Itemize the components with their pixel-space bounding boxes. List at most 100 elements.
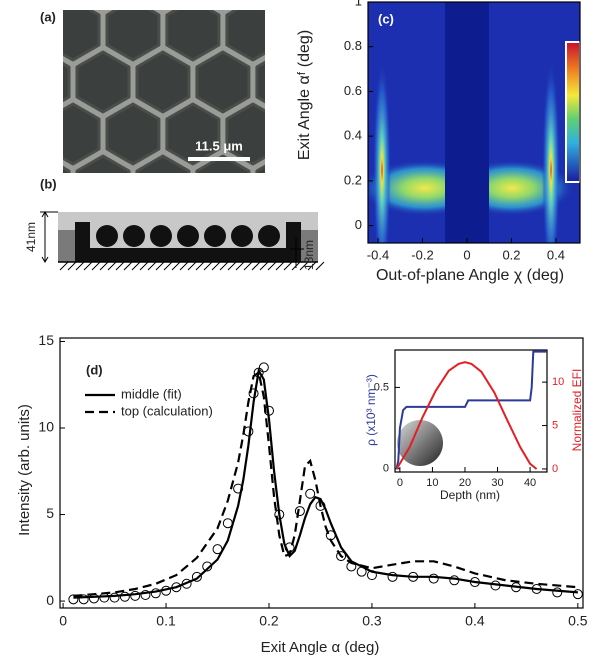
hatch-line [203, 261, 213, 271]
hatch-line [115, 261, 125, 271]
hex-cell [165, 102, 221, 166]
x-tick-label: 0 [59, 613, 67, 629]
hex-cell [0, 0, 39, 60]
data-point [490, 580, 501, 591]
streak [373, 60, 391, 243]
x-tick-label: 0 [463, 247, 470, 262]
y-tick-label: 0.2 [344, 172, 362, 187]
data-point [552, 587, 563, 598]
hatch-line [107, 261, 117, 271]
x-tick-label: 0.2 [259, 613, 279, 629]
data-point [253, 367, 264, 378]
data-point [233, 483, 244, 494]
hex-cell [257, 0, 309, 8]
particle [204, 225, 226, 247]
hatch-line [275, 261, 285, 271]
data-point [511, 582, 522, 593]
hex-cell [255, 60, 265, 104]
y-tick-label: 0 [383, 463, 389, 475]
x-tick-label: 0.1 [156, 613, 176, 629]
hex-cell [135, 154, 191, 173]
x-tick-label: 30 [491, 477, 503, 489]
panel-label: (a) [40, 9, 56, 24]
hatch-line [227, 261, 237, 271]
hex-cell [0, 104, 39, 164]
hatch-line [251, 261, 261, 271]
hatch-line [83, 261, 93, 271]
panel-label: (b) [40, 176, 57, 191]
y-tick-label: 15 [38, 332, 54, 348]
data-point [469, 577, 480, 588]
data-point [294, 506, 305, 517]
data-line [395, 350, 547, 469]
particle [123, 225, 145, 247]
scale-bar [188, 157, 250, 161]
hatch-line [179, 261, 189, 271]
hatch-line [163, 261, 173, 271]
y-tick-label: 1 [355, 0, 362, 8]
hex-cell [63, 10, 101, 62]
hex-cell [77, 0, 129, 8]
x-tick-label: 0.4 [547, 247, 565, 262]
data-point [140, 590, 151, 601]
hatch-line [299, 261, 309, 271]
particle [258, 225, 280, 247]
hex-cell [225, 102, 265, 166]
data-point [408, 571, 419, 582]
data-point [78, 594, 89, 605]
data-point [336, 551, 347, 562]
hatch-line [147, 261, 157, 271]
particle-sketch [397, 420, 443, 466]
hex-cell [75, 154, 131, 173]
data-point [161, 585, 172, 596]
data-point [99, 592, 110, 603]
data-point [171, 582, 182, 593]
side-post [301, 230, 318, 262]
hatch-line [267, 261, 277, 271]
data-point [315, 500, 326, 511]
data-point [109, 592, 120, 603]
y-tick-label: 5 [46, 505, 54, 521]
data-point [263, 405, 274, 416]
data-point [248, 388, 259, 399]
hatch-line [211, 261, 221, 271]
data-point [356, 566, 367, 577]
y-tick-label: 0.5 [374, 381, 389, 393]
colorbar [565, 41, 580, 183]
hex-cell [105, 10, 161, 62]
data-point [258, 362, 269, 373]
x-tick-label: -0.2 [411, 247, 433, 262]
inset [395, 350, 547, 472]
hex-cell [197, 0, 249, 8]
y2-tick-label: 5 [552, 419, 558, 431]
x-tick-label: 40 [524, 477, 536, 489]
plot-frame [394, 349, 548, 473]
scale-bar-label: 11.5 μm [195, 138, 243, 153]
plot-frame [367, 1, 581, 244]
data-point [305, 488, 316, 499]
sem-image [0, 0, 309, 173]
hatch-line [259, 261, 269, 271]
particle [96, 225, 118, 247]
x-tick-label: 0.5 [568, 613, 588, 629]
hatch-line [283, 261, 293, 271]
hatch-line [155, 261, 165, 271]
y2-tick-label: 0 [552, 463, 558, 475]
data-point [366, 570, 377, 581]
data-line [73, 370, 578, 597]
legend-label: top (calculation) [121, 403, 213, 418]
thickness-label: 18nm [302, 240, 316, 270]
hex-cell [255, 164, 265, 173]
schematic: 41nm 18nm [24, 211, 325, 271]
hatch-line [99, 261, 109, 271]
hex-cell [165, 10, 221, 62]
particle [150, 225, 172, 247]
hatch-line [195, 261, 205, 271]
hex-cell [105, 102, 161, 166]
y2-tick-label: 10 [552, 376, 564, 388]
hatch-line [131, 261, 141, 271]
hex-cell [195, 154, 251, 173]
data-point [284, 542, 295, 553]
data-point [346, 561, 357, 572]
